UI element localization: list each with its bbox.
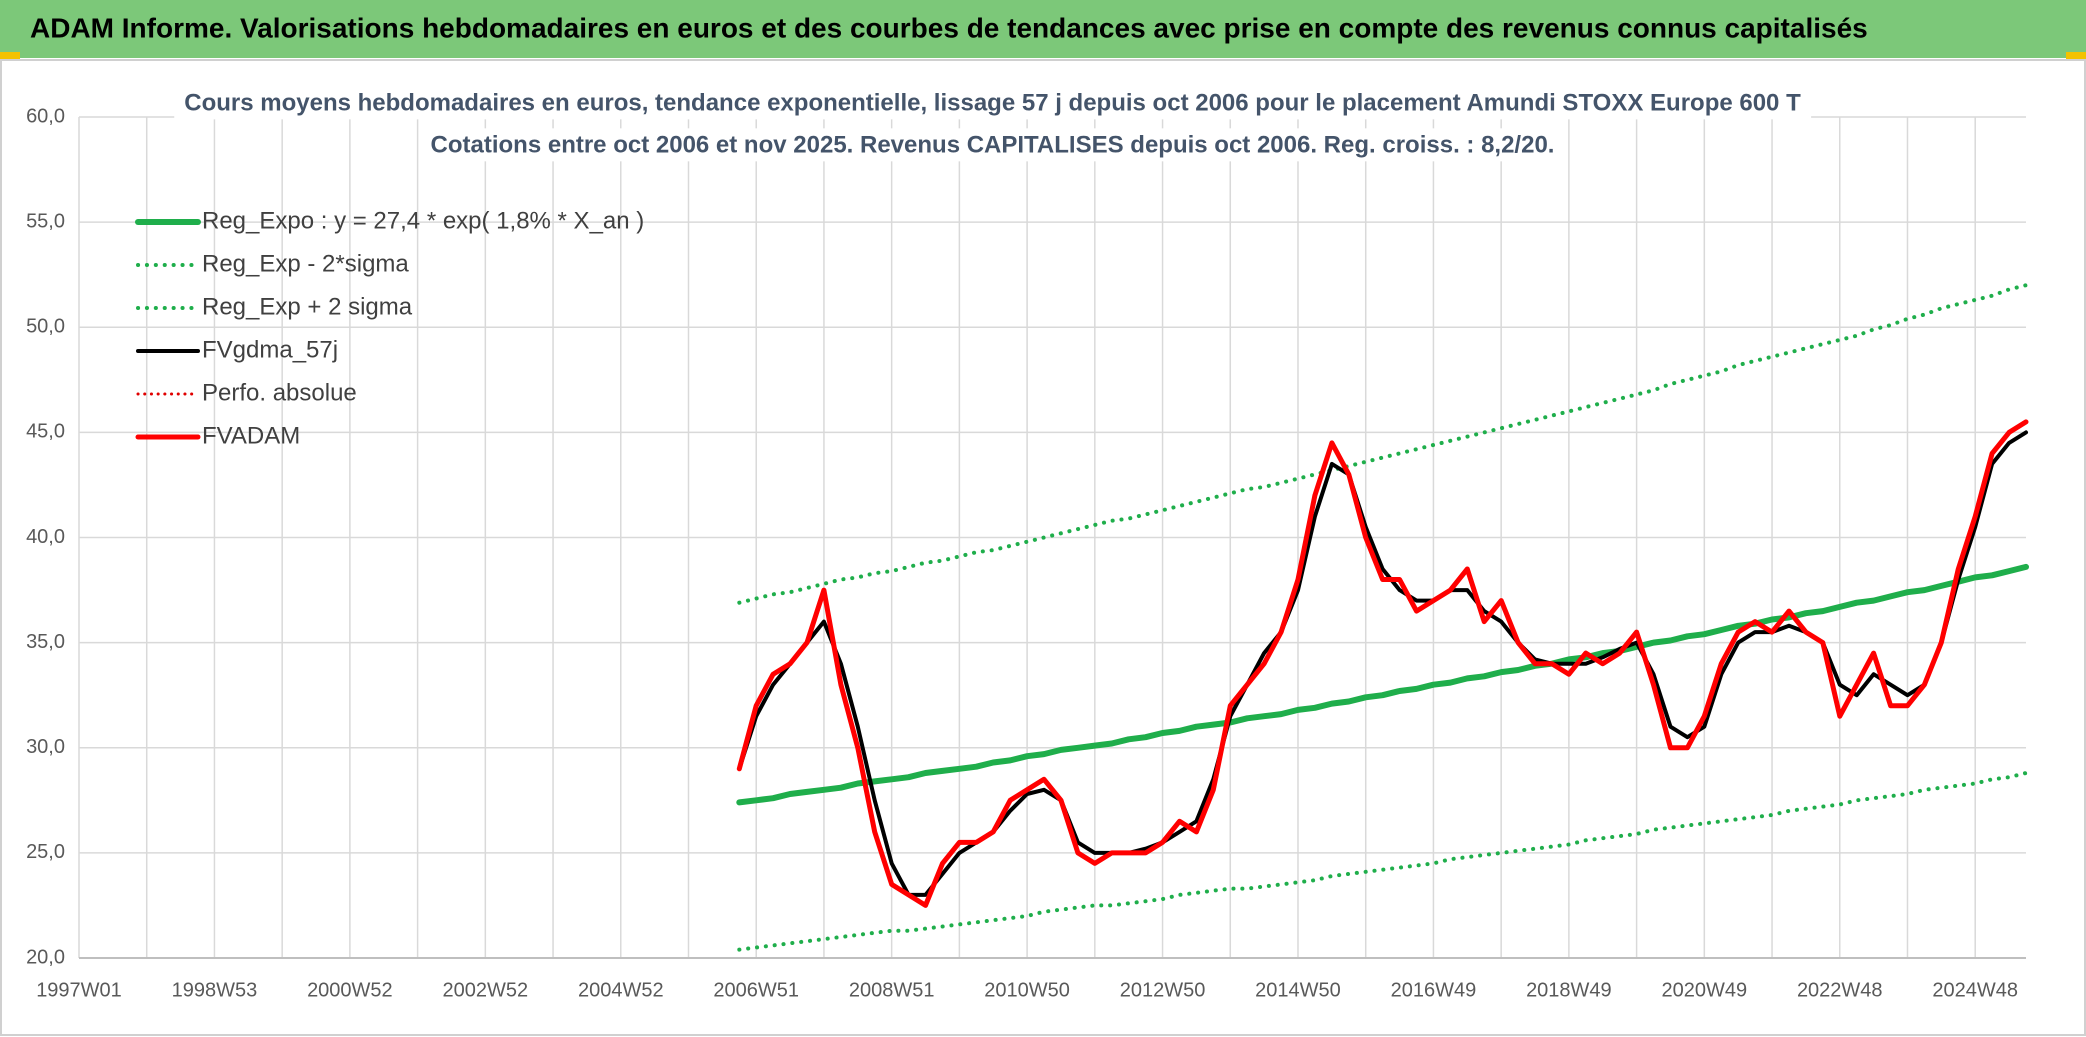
legend-label: Reg_Expo : y = 27,4 * exp( 1,8% * X_an ) bbox=[202, 207, 644, 234]
legend-label: FVgdma_57j bbox=[202, 336, 338, 363]
y-tick-label: 20,0 bbox=[26, 946, 65, 968]
y-tick-label: 25,0 bbox=[26, 841, 65, 863]
y-tick-label: 45,0 bbox=[26, 421, 65, 443]
title-backing bbox=[420, 128, 1565, 162]
legend-label: FVADAM bbox=[202, 422, 300, 449]
y-tick-label: 60,0 bbox=[26, 105, 65, 127]
x-tick-label: 2004W52 bbox=[578, 979, 664, 1001]
x-tick-label: 2020W49 bbox=[1662, 979, 1748, 1001]
x-tick-label: 2014W50 bbox=[1255, 979, 1341, 1001]
x-tick-label: 2024W48 bbox=[1932, 979, 2018, 1001]
corner-mark bbox=[0, 52, 20, 60]
x-tick-label: 2016W49 bbox=[1391, 979, 1477, 1001]
x-tick-label: 2006W51 bbox=[713, 979, 799, 1001]
x-tick-label: 2002W52 bbox=[443, 979, 529, 1001]
corner-mark bbox=[2066, 52, 2086, 60]
x-tick-label: 2000W52 bbox=[307, 979, 393, 1001]
x-tick-label: 1998W53 bbox=[172, 979, 258, 1001]
chart-title: Cours moyens hebdomadaires en euros, ten… bbox=[184, 89, 1801, 116]
x-tick-label: 2012W50 bbox=[1120, 979, 1206, 1001]
y-tick-label: 40,0 bbox=[26, 526, 65, 548]
x-tick-label: 2018W49 bbox=[1526, 979, 1612, 1001]
y-tick-label: 55,0 bbox=[26, 210, 65, 232]
series-line bbox=[736, 419, 2029, 908]
x-tick-label: 2008W51 bbox=[849, 979, 935, 1001]
legend-label: Reg_Exp - 2*sigma bbox=[202, 250, 409, 277]
title-backing bbox=[174, 86, 1812, 120]
x-tick-label: 2010W50 bbox=[984, 979, 1070, 1001]
header-bar bbox=[0, 0, 2086, 58]
legend-label: Reg_Exp + 2 sigma bbox=[202, 293, 413, 320]
y-tick-label: 50,0 bbox=[26, 316, 65, 338]
x-tick-label: 2022W48 bbox=[1797, 979, 1883, 1001]
series-line bbox=[737, 771, 2028, 952]
y-tick-label: 30,0 bbox=[26, 736, 65, 758]
header-title: ADAM Informe. Valorisations hebdomadaire… bbox=[30, 12, 1868, 43]
frame bbox=[0, 59, 2086, 1036]
series-line bbox=[737, 283, 2028, 605]
chart-subtitle: Cotations entre oct 2006 et nov 2025. Re… bbox=[431, 131, 1555, 158]
legend-label: Perfo. absolue bbox=[202, 379, 357, 406]
y-tick-label: 35,0 bbox=[26, 631, 65, 653]
x-tick-label: 1997W01 bbox=[36, 979, 122, 1001]
series-line bbox=[736, 563, 2029, 806]
